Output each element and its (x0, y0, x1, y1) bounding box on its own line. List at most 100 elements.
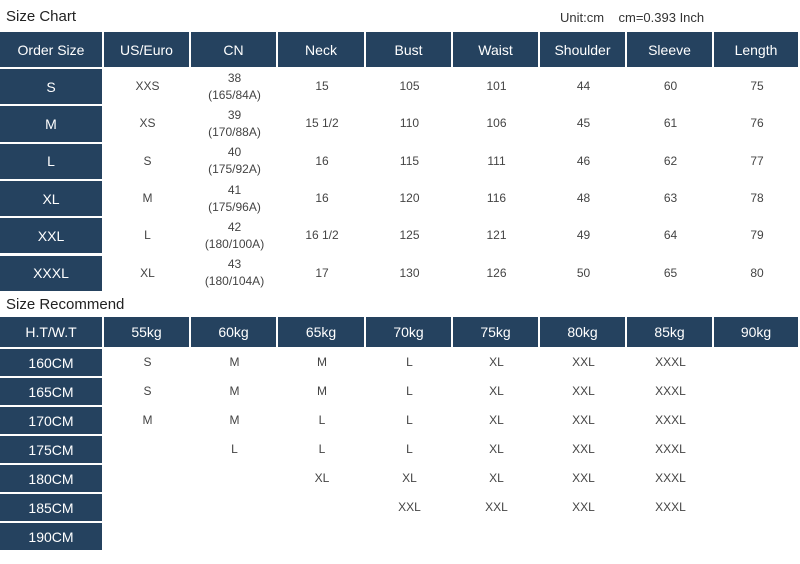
table-cell: M (142, 413, 153, 427)
order-size-label: XXXL (0, 255, 102, 291)
table-cell (104, 465, 191, 492)
table-cell: 41 (175/96A) (191, 181, 278, 216)
table-cell: L (231, 442, 238, 456)
order-size-label: XL (0, 180, 102, 217)
column-header: 80kg (540, 317, 625, 347)
column-header: 60kg (191, 317, 276, 347)
column-header: 85kg (627, 317, 712, 347)
table-cell (714, 436, 800, 463)
order-size-label: M (0, 106, 102, 142)
column-header: 55kg (104, 317, 189, 347)
column-header: 70kg (366, 317, 451, 347)
table-cell (191, 523, 278, 550)
table-cell: 39 (170/88A) (191, 106, 278, 141)
table-cell (540, 523, 627, 550)
table-cell: 115 (399, 153, 420, 168)
column-header: H.T/W.T (0, 317, 102, 347)
table-cell: 45 (576, 116, 591, 131)
table-cell: 60 (663, 79, 678, 94)
height-label: 185CM (0, 494, 102, 521)
table-cell: 130 (399, 265, 420, 280)
table-cell: XXXL (655, 384, 686, 398)
table-cell (191, 494, 278, 521)
table-cell (714, 494, 800, 521)
table-cell: 48 (576, 191, 591, 206)
table-cell: S (143, 355, 152, 369)
table-cell: L (406, 384, 413, 398)
table-cell: XXXL (655, 413, 686, 427)
cell-line: 43 (227, 257, 242, 272)
column-header: 75kg (453, 317, 538, 347)
table-cell: 17 (315, 265, 329, 280)
table-cell: 62 (663, 153, 678, 168)
column-header: 65kg (278, 317, 364, 347)
table-cell: S (143, 384, 152, 398)
table-cell: XL (489, 413, 504, 427)
table-cell: M (142, 191, 153, 206)
table-cell (714, 378, 800, 405)
column-header: CN (191, 32, 276, 67)
table-cell: 44 (576, 79, 591, 94)
table-cell: XXXL (655, 442, 686, 456)
cell-line: (170/88A) (208, 124, 261, 139)
table-cell: M (229, 355, 240, 369)
table-cell: 40 (175/92A) (191, 144, 278, 179)
cell-line: 39 (227, 107, 242, 122)
table-cell (366, 523, 453, 550)
table-cell: XXL (398, 500, 421, 514)
size-recommend-title: Size Recommend (6, 296, 125, 313)
table-cell: 64 (663, 228, 678, 243)
table-cell: XS (139, 116, 156, 131)
table-cell: XXL (572, 384, 595, 398)
table-cell (191, 465, 278, 492)
table-cell: XL (489, 471, 504, 485)
table-cell: XXXL (655, 500, 686, 514)
table-cell: 50 (576, 265, 591, 280)
table-cell (714, 465, 800, 492)
table-cell: 121 (486, 228, 507, 243)
table-cell: XL (489, 384, 504, 398)
cell-line: 40 (227, 145, 242, 160)
column-header: Bust (366, 32, 451, 67)
table-cell: 101 (486, 79, 507, 94)
table-cell: XL (489, 442, 504, 456)
table-cell: XXL (572, 413, 595, 427)
table-cell: XL (314, 471, 330, 485)
table-cell: S (143, 153, 152, 168)
table-cell: XXXL (655, 471, 686, 485)
order-size-label: L (0, 143, 102, 179)
cell-line: 38 (227, 70, 242, 85)
table-cell (714, 349, 800, 376)
table-cell: L (144, 228, 151, 243)
table-cell: 46 (576, 153, 591, 168)
table-cell: M (229, 413, 240, 427)
table-cell: 16 (315, 153, 329, 168)
order-size-label: S (0, 69, 102, 105)
height-label: 175CM (0, 436, 102, 463)
table-cell: 16 1/2 (305, 228, 339, 243)
cell-line: (180/104A) (204, 274, 265, 289)
table-cell (453, 523, 540, 550)
column-header: Sleeve (627, 32, 712, 67)
table-cell: 78 (750, 191, 764, 206)
table-cell: L (318, 442, 326, 456)
table-cell: 106 (486, 116, 507, 131)
table-cell: 75 (750, 79, 764, 94)
table-cell: 63 (663, 191, 678, 206)
table-cell: 49 (576, 228, 591, 243)
column-header: Order Size (0, 32, 102, 67)
table-cell: 76 (750, 116, 764, 131)
table-cell: 65 (663, 265, 678, 280)
table-cell: 79 (750, 228, 764, 243)
table-cell: 16 (315, 191, 329, 206)
table-cell: M (317, 355, 327, 369)
table-cell: 125 (399, 228, 420, 243)
height-label: 160CM (0, 349, 102, 376)
cell-line: 42 (227, 219, 242, 234)
table-cell: L (318, 413, 326, 427)
size-chart-title: Size Chart (6, 8, 77, 25)
table-cell: XXS (135, 79, 160, 94)
unit-note: Unit:cm cm=0.393 Inch (560, 10, 705, 25)
table-cell: L (406, 442, 413, 456)
table-cell (627, 523, 714, 550)
